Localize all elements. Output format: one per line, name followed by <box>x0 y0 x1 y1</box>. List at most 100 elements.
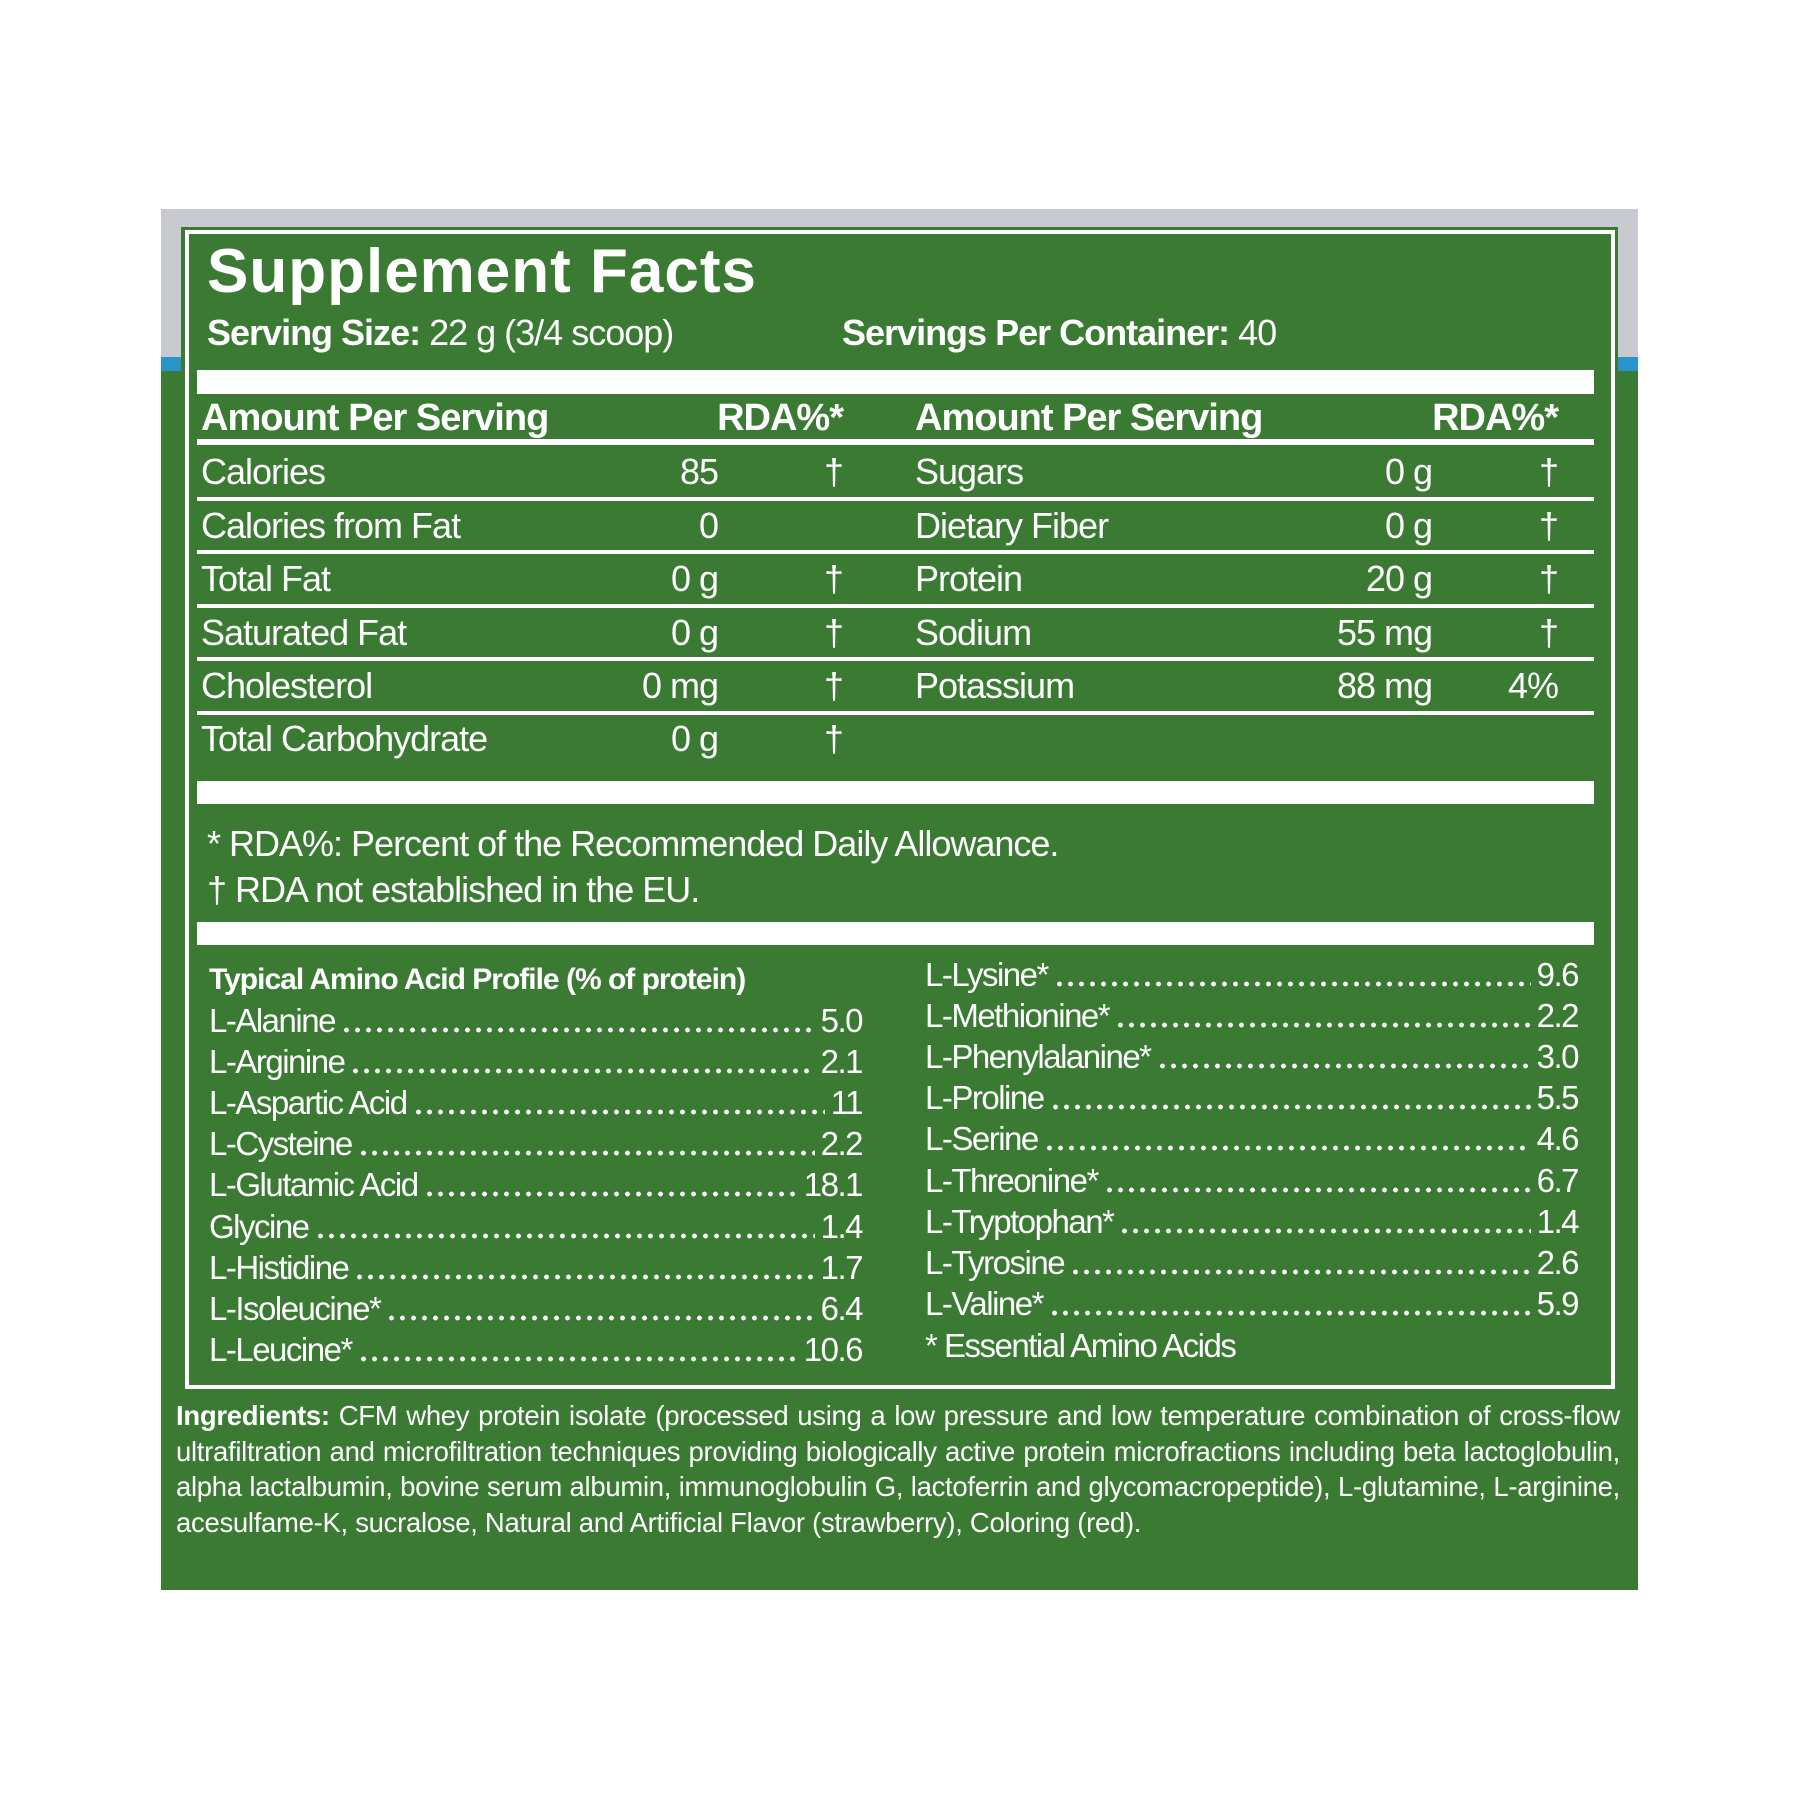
amino-value: 9.6 <box>1536 956 1580 993</box>
amino-name: L-Proline <box>925 1079 1045 1117</box>
amino-row: L-Aspartic Acid 11 <box>209 1083 864 1123</box>
amino-name: L-Cysteine <box>209 1125 353 1163</box>
nutrient-rda: † <box>1538 451 1559 493</box>
nutrient-amount: 0 g <box>670 718 719 760</box>
nutrient-amount: 20 g <box>1365 558 1433 600</box>
servings-value: 40 <box>1238 312 1277 353</box>
amino-name: L-Aspartic Acid <box>209 1084 408 1122</box>
amino-row: L-Threonine* 6.7 <box>925 1161 1580 1201</box>
rule <box>197 497 1594 501</box>
nutrient-rda: † <box>823 451 844 493</box>
rule <box>197 370 1594 394</box>
amino-name: L-Valine* <box>925 1284 1044 1322</box>
title: Supplement Facts <box>207 236 757 306</box>
ingredients-text: CFM whey protein isolate (processed usin… <box>176 1400 1620 1538</box>
nutrient-amount: 0 g <box>670 611 719 653</box>
leader <box>1048 1309 1531 1316</box>
amino-name: L-Tryptophan* <box>925 1202 1115 1240</box>
amino-value: 11 <box>830 1084 864 1122</box>
nutrient-name: Calories <box>201 451 326 493</box>
nutrient-name: Calories from Fat <box>201 504 461 546</box>
amino-name: L-Lysine* <box>925 956 1049 993</box>
amino-value: 1.7 <box>820 1248 864 1286</box>
amino-note: * Essential Amino Acids <box>925 1327 1237 1365</box>
nutrient-amount: 55 mg <box>1336 611 1433 653</box>
amino-value: 2.6 <box>1536 1243 1580 1281</box>
servings: Servings Per Container: 40 <box>842 312 1277 354</box>
leader <box>1156 1063 1531 1070</box>
amino-value: 6.7 <box>1536 1161 1580 1199</box>
amino-row: L-Methionine* 2.2 <box>925 996 1580 1036</box>
nutrient-amount: 0 g <box>1384 451 1433 493</box>
amino-value: 6.4 <box>820 1289 864 1327</box>
serving-size-label: Serving Size: <box>207 312 421 353</box>
rule <box>197 603 1594 608</box>
leader <box>350 1068 815 1075</box>
nutrient-rda: † <box>823 718 844 760</box>
rule <box>197 657 1594 662</box>
leader <box>1103 1186 1531 1193</box>
nutrient-name: Total Fat <box>201 558 331 600</box>
footnote: † RDA not established in the EU. <box>207 869 700 911</box>
nutrient-name: Cholesterol <box>201 665 373 706</box>
amino-row: L-Arginine 2.1 <box>209 1042 864 1082</box>
amino-row: L-Valine* 5.9 <box>925 1284 1580 1324</box>
amino-name: L-Tyrosine <box>925 1243 1066 1281</box>
nutrient-name: Dietary Fiber <box>915 504 1109 546</box>
nutrient-rda: † <box>1538 558 1559 600</box>
nutrient-name: Protein <box>915 558 1023 600</box>
amino-row: L-Tryptophan* 1.4 <box>925 1202 1580 1242</box>
amino-row: L-Lysine* 9.6 <box>925 955 1580 995</box>
amino-name: L-Threonine* <box>925 1161 1099 1199</box>
leader <box>1070 1268 1531 1275</box>
nutrient-name: Total Carbohydrate <box>201 718 488 760</box>
leader <box>1053 981 1531 987</box>
amino-value: 2.1 <box>820 1043 864 1081</box>
amino-row: L-Proline 5.5 <box>925 1078 1580 1118</box>
rule <box>197 550 1594 555</box>
amino-name: L-Phenylalanine* <box>925 1038 1152 1076</box>
amino-row: L-Leucine* 10.6 <box>209 1330 864 1370</box>
amino-row: L-Glutamic Acid 18.1 <box>209 1165 864 1205</box>
amino-row: L-Histidine 1.7 <box>209 1248 864 1288</box>
amino-name: L-Leucine* <box>209 1330 353 1368</box>
leader <box>1049 1104 1531 1111</box>
leader <box>357 1150 815 1157</box>
rule <box>197 710 1594 715</box>
amino-value: 1.4 <box>820 1207 864 1245</box>
nutrient-name: Sugars <box>915 451 1024 493</box>
column-header: RDA%* <box>717 397 844 440</box>
amino-value: 5.5 <box>1536 1079 1580 1117</box>
amino-value: 1.4 <box>1536 1202 1580 1240</box>
rule <box>197 922 1594 945</box>
amino-title: Typical Amino Acid Profile (% of protein… <box>209 963 746 996</box>
nutrient-name: Potassium <box>915 665 1075 706</box>
nutrient-name: Sodium <box>915 611 1032 653</box>
leader <box>423 1191 798 1198</box>
nutrient-amount: 0 <box>698 504 719 546</box>
ingredients: Ingredients: CFM whey protein isolate (p… <box>176 1398 1620 1540</box>
amino-row: L-Cysteine 2.2 <box>209 1124 864 1164</box>
nutrient-amount: 0 g <box>670 558 719 600</box>
amino-value: 18.1 <box>803 1166 864 1204</box>
amino-name: L-Arginine <box>209 1043 346 1081</box>
amino-value: 4.6 <box>1536 1120 1580 1158</box>
amino-name: L-Methionine* <box>925 997 1111 1035</box>
amino-name: L-Glutamic Acid <box>209 1166 419 1204</box>
amino-name: L-Histidine <box>209 1248 350 1286</box>
leader <box>354 1273 815 1280</box>
leader <box>1119 1227 1531 1234</box>
leader <box>1043 1145 1531 1152</box>
amino-value: 10.6 <box>803 1330 864 1368</box>
nutrient-name: Saturated Fat <box>201 611 407 653</box>
serving-size: Serving Size: 22 g (3/4 scoop) <box>207 312 674 354</box>
leader <box>314 1232 815 1239</box>
amino-row: L-Tyrosine 2.6 <box>925 1243 1580 1283</box>
leader <box>1115 1022 1531 1029</box>
column-header: Amount Per Serving <box>201 397 549 440</box>
nutrient-rda: † <box>823 558 844 600</box>
column-header: RDA%* <box>1432 397 1559 440</box>
nutrient-rda: † <box>823 611 844 653</box>
leader <box>340 1027 815 1033</box>
